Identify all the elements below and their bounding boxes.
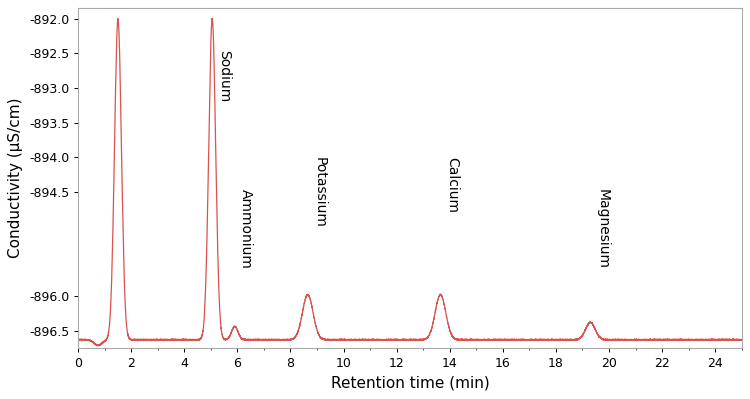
Text: Ammonium: Ammonium	[238, 189, 253, 269]
Text: Potassium: Potassium	[313, 158, 327, 228]
Text: Sodium: Sodium	[217, 50, 232, 102]
Text: Magnesium: Magnesium	[596, 189, 610, 269]
X-axis label: Retention time (min): Retention time (min)	[331, 376, 489, 391]
Y-axis label: Conductivity (μS/cm): Conductivity (μS/cm)	[8, 98, 23, 259]
Text: Calcium: Calcium	[446, 158, 460, 213]
